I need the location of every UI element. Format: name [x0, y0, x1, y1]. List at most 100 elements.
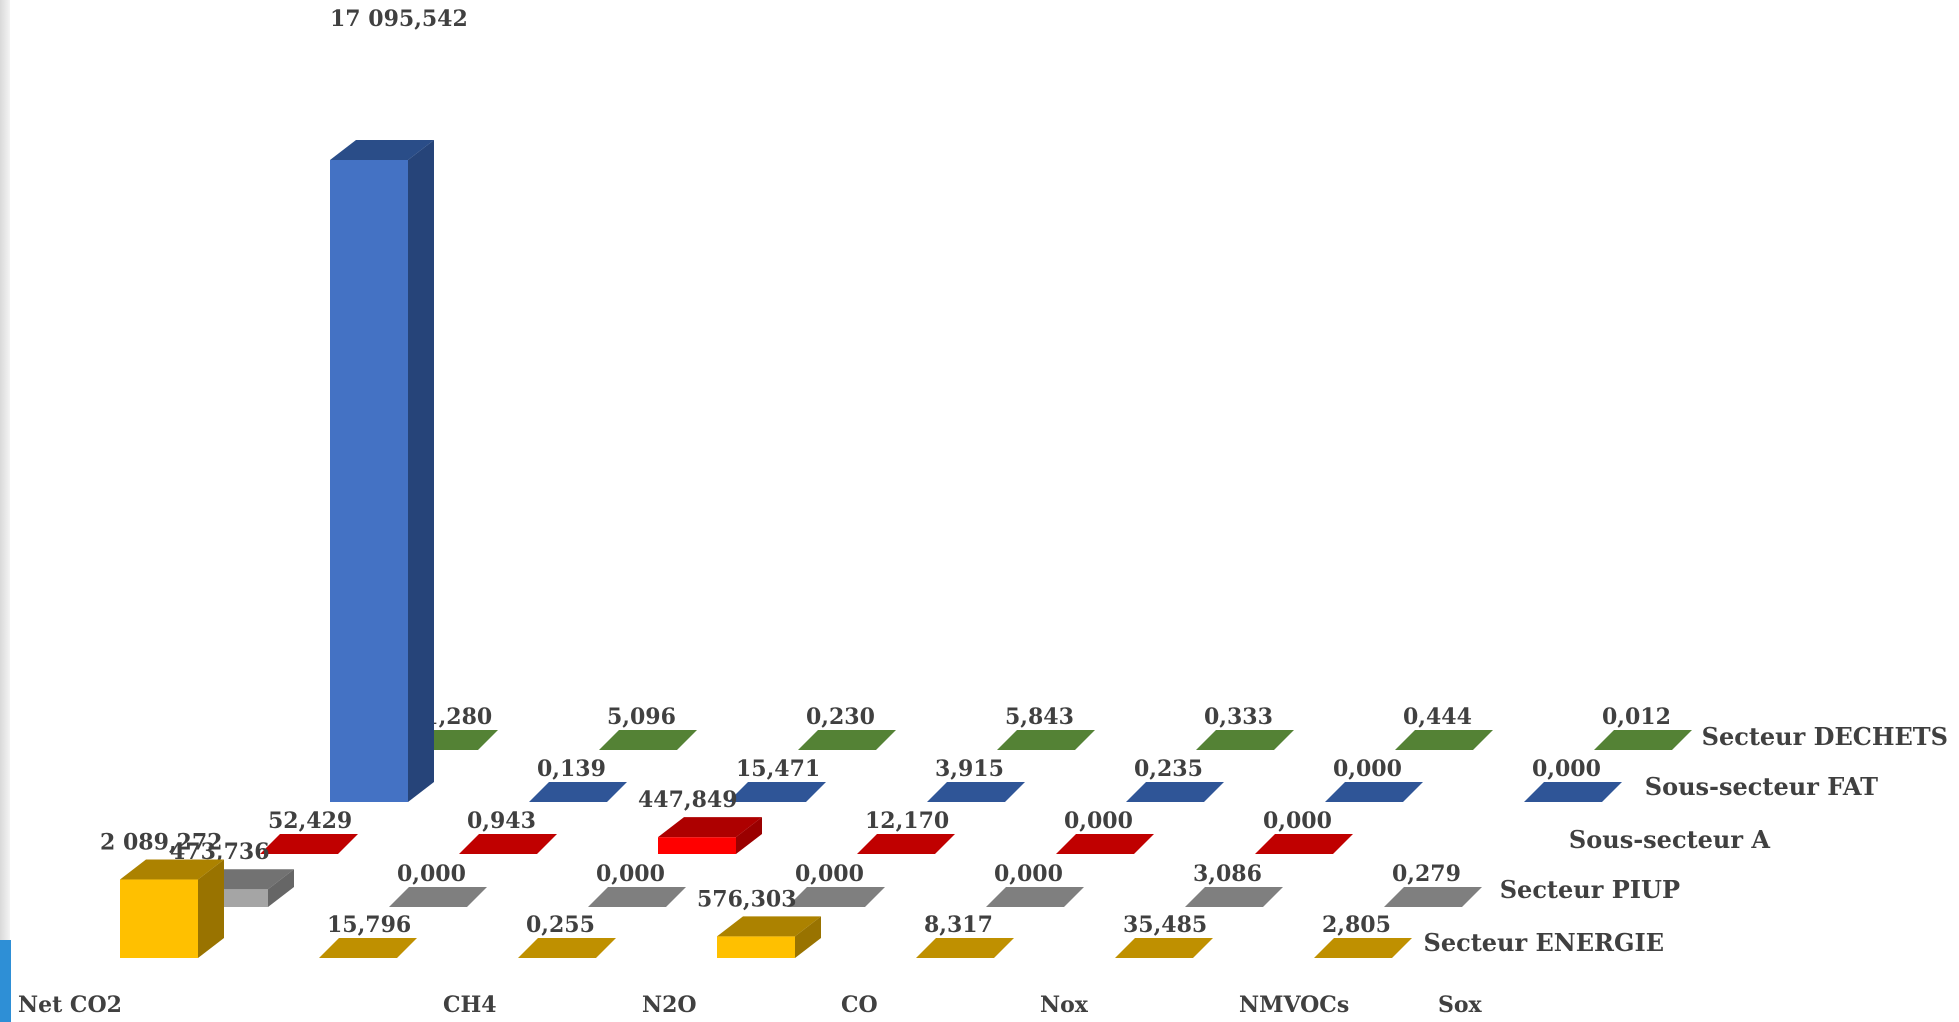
bar-secteur-piup-nox-value-label: 0,000 — [994, 861, 1063, 887]
bar-sous-secteur-fat-sox-value-label: 0,000 — [1532, 756, 1601, 782]
bar-sous-secteur-fat-ch4-tile — [529, 782, 627, 802]
bar-secteur-dechets-sox-tile — [1594, 730, 1692, 750]
left-edge-strip — [0, 0, 10, 1022]
bar-sous-secteur-a-net-co2-tile — [260, 834, 358, 854]
bar-sous-secteur-a-ch4-value-label: 0,943 — [467, 808, 536, 834]
bar-sous-secteur-fat-sox — [1524, 782, 1622, 802]
bar-secteur-energie-nmvocs — [1115, 938, 1213, 958]
bar-secteur-piup-nmvocs-tile — [1185, 887, 1283, 907]
bar-sous-secteur-a-co — [857, 834, 955, 854]
bar-secteur-energie-net-co2 — [120, 859, 224, 958]
bar-secteur-dechets-nmvocs — [1395, 730, 1493, 750]
bar-secteur-energie-net-co2-top — [120, 859, 224, 880]
bar-secteur-piup-nmvocs-value-label: 3,086 — [1193, 861, 1262, 887]
bar-secteur-dechets-co-tile — [997, 730, 1095, 750]
bar-secteur-dechets-nmvocs-tile — [1395, 730, 1493, 750]
bar-sous-secteur-fat-co-value-label: 3,915 — [935, 756, 1004, 782]
category-label: Nox — [1040, 992, 1089, 1018]
bar-sous-secteur-fat-nmvocs-tile — [1325, 782, 1423, 802]
bar-secteur-piup-n2o-value-label: 0,000 — [596, 861, 665, 887]
bar-secteur-energie-n2o-tile — [518, 938, 616, 958]
bar-sous-secteur-fat-net-co2-top — [330, 140, 434, 160]
bar-sous-secteur-a-net-co2-value-label: 52,429 — [268, 808, 352, 834]
category-label: Sox — [1438, 992, 1483, 1018]
bar-sous-secteur-a-n2o-top — [658, 817, 762, 838]
bar-sous-secteur-a-n2o — [658, 817, 762, 854]
bar-sous-secteur-a-ch4-tile — [459, 834, 557, 854]
bar-sous-secteur-fat-sox-tile — [1524, 782, 1622, 802]
bar-secteur-piup-co-tile — [787, 887, 885, 907]
bar-sous-secteur-fat-n2o — [728, 782, 826, 802]
bar-secteur-energie-n2o — [518, 938, 616, 958]
bar-sous-secteur-fat-nmvocs — [1325, 782, 1423, 802]
bar-secteur-dechets-nox-value-label: 0,333 — [1204, 704, 1273, 730]
series-axis-label: Secteur PIUP — [1500, 875, 1680, 904]
bar-sous-secteur-a-nox-value-label: 0,000 — [1064, 808, 1133, 834]
bar-secteur-energie-nox — [916, 938, 1014, 958]
bar-secteur-dechets-n2o-value-label: 0,230 — [806, 704, 875, 730]
bar-secteur-dechets-n2o — [798, 730, 896, 750]
bar-secteur-dechets-sox — [1594, 730, 1692, 750]
bar-secteur-piup-sox — [1384, 887, 1482, 907]
bar-sous-secteur-fat-net-co2-side — [408, 140, 434, 802]
bar-secteur-energie-sox — [1314, 938, 1412, 958]
bar-sous-secteur-a-nmvocs — [1255, 834, 1353, 854]
bar-sous-secteur-fat-co — [927, 782, 1025, 802]
bar-secteur-energie-net-co2-front — [120, 879, 198, 958]
bar-secteur-energie-nmvocs-value-label: 35,485 — [1123, 912, 1207, 938]
bar-secteur-energie-co-front — [717, 936, 795, 958]
bar-sous-secteur-fat-nox-value-label: 0,235 — [1134, 756, 1203, 782]
bar-sous-secteur-a-n2o-front — [658, 837, 736, 854]
bar-secteur-energie-ch4 — [319, 938, 417, 958]
bar-secteur-energie-nmvocs-tile — [1115, 938, 1213, 958]
bar-secteur-piup-ch4 — [389, 887, 487, 907]
bar-sous-secteur-fat-net-co2-value-label: 17 095,542 — [330, 6, 468, 32]
bar-sous-secteur-a-nox-tile — [1056, 834, 1154, 854]
bar-secteur-dechets-sox-value-label: 0,012 — [1602, 704, 1671, 730]
bar-secteur-energie-sox-tile — [1314, 938, 1412, 958]
bar-secteur-piup-sox-tile — [1384, 887, 1482, 907]
bar-secteur-dechets-nox-tile — [1196, 730, 1294, 750]
bar-secteur-energie-co — [717, 916, 821, 958]
bar-sous-secteur-fat-nox-tile — [1126, 782, 1224, 802]
bar-secteur-piup-net-co2-side — [268, 869, 294, 907]
bar-sous-secteur-fat-net-co2 — [330, 140, 434, 802]
bar-secteur-dechets-nox — [1196, 730, 1294, 750]
bar-secteur-dechets-ch4 — [599, 730, 697, 750]
category-label: N2O — [642, 992, 697, 1018]
bar-sous-secteur-fat-nmvocs-value-label: 0,000 — [1333, 756, 1402, 782]
bar-sous-secteur-a-nox — [1056, 834, 1154, 854]
bar-secteur-energie-sox-value-label: 2,805 — [1322, 912, 1391, 938]
corner-accent — [0, 940, 11, 1022]
category-label: Net CO2 — [18, 992, 122, 1018]
category-label: CH4 — [443, 992, 497, 1018]
bar-sous-secteur-a-net-co2 — [260, 834, 358, 854]
bar-secteur-energie-co-top — [717, 916, 821, 937]
category-label: NMVOCs — [1239, 992, 1349, 1018]
bar-sous-secteur-a-n2o-value-label: 447,849 — [638, 787, 738, 813]
bar-secteur-energie-ch4-tile — [319, 938, 417, 958]
bar-sous-secteur-fat-n2o-value-label: 15,471 — [736, 756, 820, 782]
bar-secteur-energie-ch4-value-label: 15,796 — [327, 912, 411, 938]
series-axis-label: Sous-secteur A — [1569, 825, 1770, 854]
bar-secteur-energie-nox-tile — [916, 938, 1014, 958]
bar-secteur-piup-co-value-label: 0,000 — [795, 861, 864, 887]
bar-sous-secteur-fat-ch4 — [529, 782, 627, 802]
bar-sous-secteur-a-n2o-side — [736, 817, 762, 854]
series-axis-label: Secteur DECHETS — [1702, 722, 1948, 751]
bar-secteur-piup-n2o — [588, 887, 686, 907]
bar-secteur-piup-nox-tile — [986, 887, 1084, 907]
series-axis-label: Secteur ENERGIE — [1423, 928, 1664, 957]
bar-sous-secteur-fat-co-tile — [927, 782, 1025, 802]
bar-sous-secteur-fat-n2o-tile — [728, 782, 826, 802]
bar-sous-secteur-a-co-value-label: 12,170 — [865, 808, 949, 834]
bar-sous-secteur-a-ch4 — [459, 834, 557, 854]
bar-secteur-dechets-co — [997, 730, 1095, 750]
bar-secteur-energie-net-co2-side — [198, 859, 224, 958]
bar-secteur-dechets-ch4-value-label: 5,096 — [607, 704, 676, 730]
bar-sous-secteur-fat-ch4-value-label: 0,139 — [537, 756, 606, 782]
bar-sous-secteur-fat-nox — [1126, 782, 1224, 802]
bar-secteur-piup-co — [787, 887, 885, 907]
bar-sous-secteur-a-co-tile — [857, 834, 955, 854]
